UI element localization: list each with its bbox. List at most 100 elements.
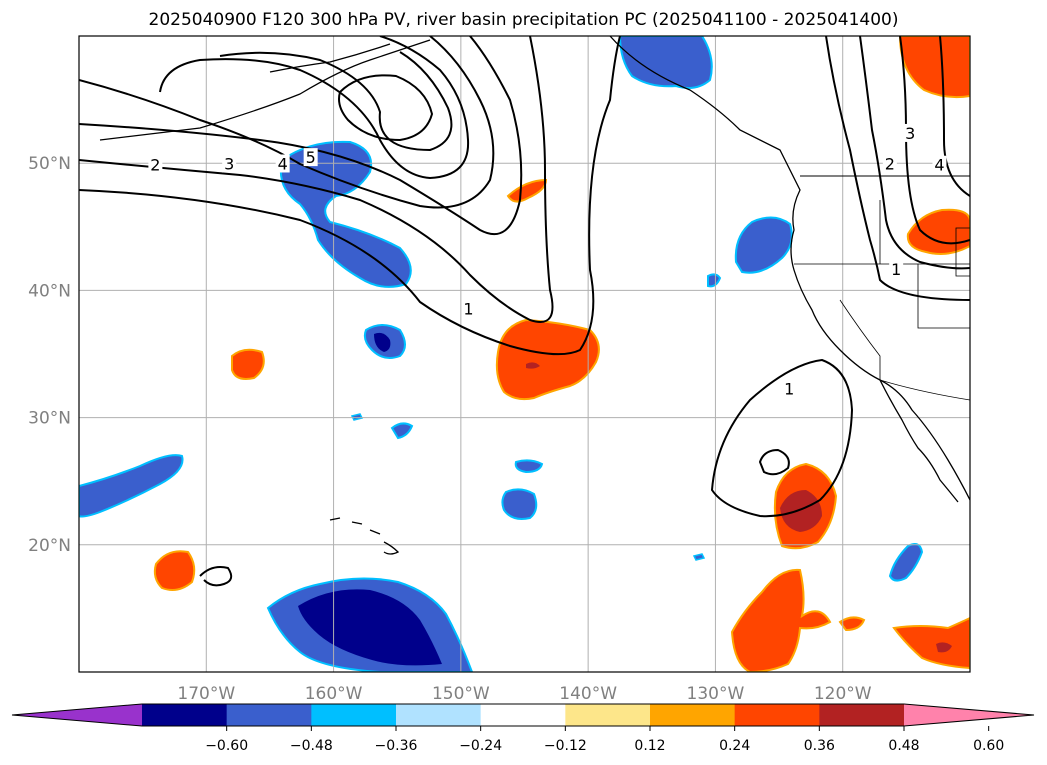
pv-contour-line	[199, 566, 233, 587]
colorbar-tick-label: 0.12	[634, 738, 665, 754]
pv-contour-line	[825, 36, 970, 301]
longitude-label: 120°W	[814, 684, 872, 704]
longitude-label: 160°W	[305, 684, 363, 704]
contour-label-bg	[882, 154, 897, 173]
pv-contour-line	[710, 358, 854, 518]
contour-label-bg	[222, 154, 237, 173]
map-frame	[78, 35, 971, 673]
latitude-label: 50°N	[28, 154, 71, 174]
negative-anomaly-region	[734, 216, 793, 274]
contour-label-bg	[461, 299, 476, 318]
contour-label-bg	[275, 154, 290, 173]
negative-anomaly-region	[707, 273, 722, 288]
positive-anomaly-region	[936, 642, 952, 653]
colorbar-tick-label: −0.12	[544, 738, 587, 754]
contour-label-bg	[782, 379, 797, 398]
colorbar-segment	[311, 704, 397, 726]
latitude-labels: 50°N 40°N 30°N 20°N	[28, 154, 71, 556]
negative-anomaly-region	[514, 459, 544, 474]
north-america-coastline	[609, 36, 970, 501]
state-border	[955, 227, 970, 277]
contour-label: 4	[934, 156, 944, 175]
pv-contour-line	[79, 36, 621, 356]
positive-anomaly-region	[838, 616, 866, 632]
baja-california-coastline	[879, 379, 959, 503]
colorbar-segment	[396, 704, 482, 726]
negative-anomaly-region	[888, 543, 924, 582]
precip-fields	[79, 36, 970, 672]
negative-anomaly-region	[279, 140, 412, 288]
longitude-label: 170°W	[177, 684, 235, 704]
colorbar-tick-label: 0.60	[973, 738, 1004, 754]
hawaii-islands	[329, 517, 400, 555]
contour-label: 2	[150, 156, 160, 175]
positive-anomaly-region	[906, 208, 970, 255]
gridlines	[79, 36, 970, 672]
pv-contour-line	[859, 36, 970, 270]
negative-anomaly-region	[692, 553, 706, 561]
contour-label-bg	[889, 260, 904, 279]
contour-label: 3	[905, 124, 915, 143]
longitude-labels: 170°W 160°W 150°W 140°W 130°W 120°W	[177, 684, 871, 704]
state-border	[917, 264, 970, 329]
latitude-label: 20°N	[28, 536, 71, 556]
colorbar-tick-label: 0.24	[719, 738, 750, 754]
negative-anomaly-region	[390, 422, 414, 440]
colorbar-segment	[734, 704, 820, 726]
positive-anomaly-region	[526, 362, 540, 369]
colorbar-tick-label: 0.48	[888, 738, 919, 754]
coastlines	[99, 36, 970, 555]
contour-label-bg	[932, 155, 947, 174]
colorbar-segment	[819, 704, 905, 726]
contour-label: 4	[278, 154, 288, 173]
positive-anomaly-region	[898, 36, 970, 99]
positive-anomaly-region	[892, 616, 970, 670]
longitude-label: 150°W	[432, 684, 490, 704]
latitude-label: 30°N	[28, 409, 71, 429]
colorbar-segment	[565, 704, 651, 726]
state-border	[879, 379, 970, 401]
colorbar-tick-label: −0.36	[375, 738, 418, 754]
latitude-label: 40°N	[28, 281, 71, 301]
contour-label: 1	[891, 260, 901, 279]
contour-label-bg	[903, 123, 918, 142]
colorbar-segment	[650, 704, 736, 726]
contour-label: 2	[885, 154, 895, 173]
contour-label: 5	[306, 148, 316, 167]
colorbar-extend-low	[12, 704, 142, 726]
positive-anomaly-region	[506, 178, 548, 203]
pv-contour-line	[79, 36, 495, 209]
map-title: 2025040900 F120 300 hPa PV, river basin …	[148, 10, 899, 30]
negative-anomaly-region	[350, 413, 364, 421]
pv-contour-line	[338, 74, 434, 142]
pv-contours	[79, 36, 970, 587]
colorbar-tick-label: −0.24	[459, 738, 502, 754]
colorbar-segment	[142, 704, 228, 726]
contour-label: 3	[224, 154, 234, 173]
contour-label-bg	[148, 155, 163, 174]
colorbar-segment	[480, 704, 566, 726]
colorbar-outline	[11, 703, 1035, 727]
colorbar-segment	[226, 704, 312, 726]
positive-anomaly-region	[780, 490, 822, 532]
pv-contour-line	[219, 51, 453, 152]
pv-contour-line	[899, 36, 970, 245]
pv-contour-line	[79, 36, 523, 236]
negative-anomaly-region	[501, 488, 538, 520]
colorbar-tick-label: −0.60	[205, 738, 248, 754]
colorbar-tick-label: −0.48	[290, 738, 333, 754]
longitude-label: 130°W	[687, 684, 745, 704]
contour-label-bg	[303, 148, 318, 167]
negative-anomaly-region	[618, 36, 713, 89]
negative-anomaly-region	[79, 454, 184, 518]
pv-contour-line	[159, 36, 470, 180]
alaska-coastline	[269, 43, 391, 73]
longitude-label: 140°W	[559, 684, 617, 704]
pv-contour-line	[939, 36, 970, 197]
positive-anomaly-region	[495, 318, 600, 401]
positive-anomaly-region	[231, 348, 265, 380]
pv-contour-line	[79, 36, 554, 323]
colorbar-tick-label: 0.36	[804, 738, 835, 754]
